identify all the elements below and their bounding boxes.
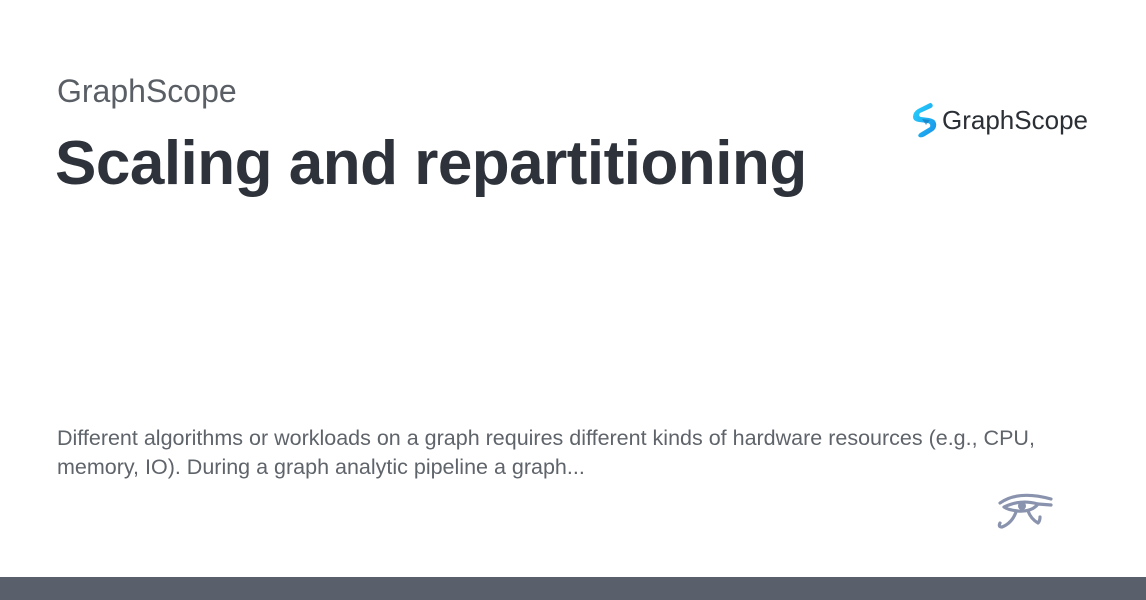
page-description: Different algorithms or workloads on a g…	[57, 426, 1035, 479]
site-name: GraphScope	[57, 73, 237, 109]
brand-logo[interactable]: GraphScope	[910, 100, 1088, 140]
logo-text: GraphScope	[942, 104, 1088, 135]
graphscope-logo-icon	[910, 101, 938, 139]
bottom-bar	[0, 577, 1146, 600]
page-title: Scaling and repartitioning	[55, 129, 807, 198]
eye-of-horus-icon	[996, 489, 1056, 533]
